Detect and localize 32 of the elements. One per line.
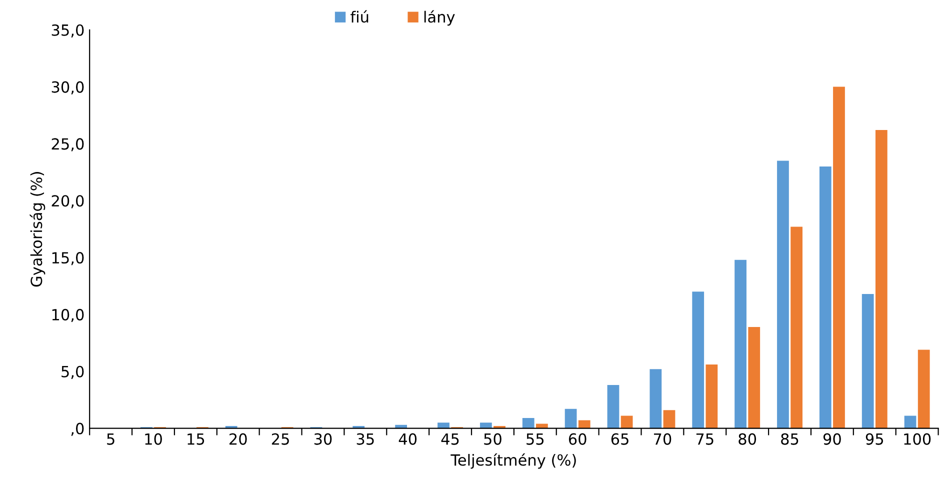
x-tick-label: 95 xyxy=(866,433,884,445)
x-axis-title: Teljesítmény (%) xyxy=(450,453,576,469)
x-tick-label: 45 xyxy=(441,433,459,445)
legend-label: lány xyxy=(424,10,455,26)
x-tick-label: 55 xyxy=(526,433,544,445)
x-tick-label: 30 xyxy=(314,433,332,445)
x-tick-label: 90 xyxy=(823,433,841,445)
x-tick-label: 100 xyxy=(904,433,931,445)
y-tick-label: 35,0 xyxy=(52,24,84,38)
x-tick-label: 25 xyxy=(272,433,289,445)
y-tick-label: 20,0 xyxy=(52,195,84,208)
x-tick-label: 10 xyxy=(145,433,162,445)
y-tick-label: ,0 xyxy=(71,422,84,436)
x-tick-label: 65 xyxy=(611,433,628,445)
x-tick-label: 70 xyxy=(654,433,672,445)
x-tick-label: 75 xyxy=(696,433,714,445)
x-tick-label: 50 xyxy=(484,433,502,445)
y-tick-label: 10,0 xyxy=(52,308,84,322)
x-tick-label: 5 xyxy=(107,433,114,445)
x-tick-label: 85 xyxy=(781,433,798,445)
y-axis-title: Gyakoriság (%) xyxy=(30,172,46,287)
y-tick-label: 25,0 xyxy=(52,138,84,152)
x-tick-label: 15 xyxy=(188,433,204,445)
y-tick-label: 15,0 xyxy=(52,252,84,266)
legend-label: fiú xyxy=(350,10,368,23)
y-tick-label: 30,0 xyxy=(52,81,84,94)
y-tick-label: 5,0 xyxy=(62,366,84,379)
x-tick-label: 80 xyxy=(738,433,756,445)
x-tick-label: 40 xyxy=(398,433,417,445)
x-tick-label: 20 xyxy=(230,433,247,445)
x-tick-label: 35 xyxy=(356,433,374,445)
x-tick-label: 60 xyxy=(568,433,586,445)
